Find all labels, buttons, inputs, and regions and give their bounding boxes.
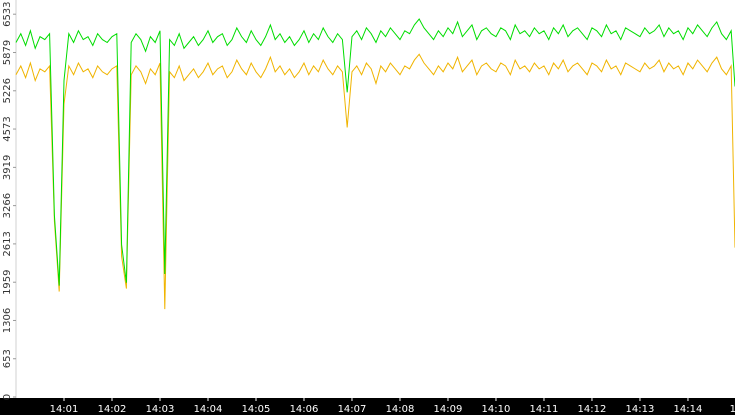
x-tick-label: 14:14 <box>674 404 703 415</box>
x-tick-label: 14:07 <box>338 404 367 415</box>
x-tick-label: 14:12 <box>578 404 607 415</box>
y-tick-label: 1306 <box>2 308 13 333</box>
x-axis-bar <box>0 398 735 415</box>
x-tick-label: 14:03 <box>146 404 175 415</box>
y-tick-label: 5226 <box>2 78 13 103</box>
x-tick-label: 14:04 <box>194 404 223 415</box>
x-tick-label: 14 <box>730 404 735 415</box>
x-tick-label: 14:09 <box>434 404 463 415</box>
y-tick-label: 3266 <box>2 193 13 218</box>
x-tick-label: 14:06 <box>290 404 319 415</box>
y-tick-label: 6533 <box>2 1 13 26</box>
x-tick-label: 14:01 <box>50 404 79 415</box>
x-tick-label: 14:13 <box>626 404 655 415</box>
series-line <box>15 53 735 310</box>
x-tick-label: 14:05 <box>242 404 271 415</box>
y-tick-label: 4573 <box>2 116 13 141</box>
x-tick-label: 14:11 <box>530 404 559 415</box>
y-tick-label: 0 <box>2 394 13 400</box>
y-tick-label: 3919 <box>2 155 13 180</box>
x-tick-label: 14:08 <box>386 404 415 415</box>
y-tick-label: 653 <box>2 349 13 368</box>
series-line <box>15 18 735 286</box>
x-tick-label: 14:02 <box>98 404 127 415</box>
y-tick-label: 5879 <box>2 40 13 65</box>
y-tick-label: 1959 <box>2 269 13 294</box>
y-tick-label: 2613 <box>2 231 13 256</box>
x-tick-label: 14:10 <box>482 404 511 415</box>
